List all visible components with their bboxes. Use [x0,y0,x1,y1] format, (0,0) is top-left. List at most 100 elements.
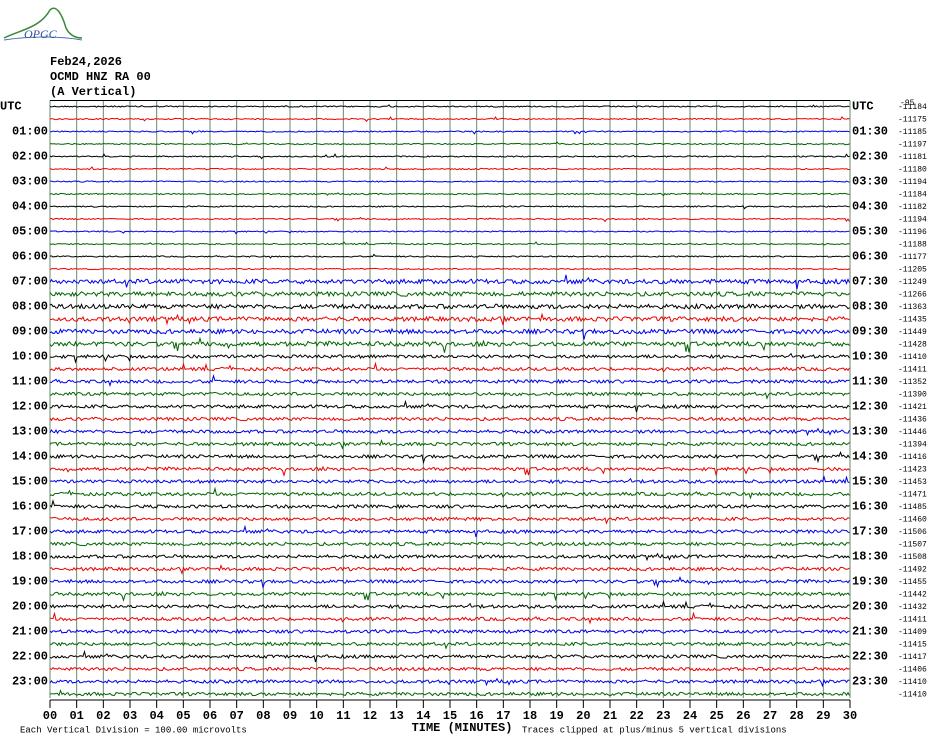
offset-label: -11410 [898,691,927,700]
trace [49,141,850,146]
offset-label: -11436 [898,416,927,425]
offset-label: -11432 [898,603,927,612]
date: Feb24,2026 [50,55,122,69]
x-tick-label: 05 [176,709,190,723]
right-time-label: 19:30 [852,575,888,589]
offset-label: -11197 [898,141,927,150]
right-time-label: 12:30 [852,400,888,414]
trace [49,391,850,400]
trace [49,541,850,547]
offset-label: -11180 [898,166,927,175]
trace [49,564,850,575]
right-time-label: 14:30 [852,450,888,464]
trace [49,302,850,310]
trace [50,104,850,109]
left-time-label: 22:00 [12,650,48,664]
left-time-label: 15:00 [12,475,48,489]
trace [49,590,850,602]
right-time-label: 03:30 [852,175,888,189]
offset-label: -11507 [898,541,927,550]
offset-label: -11184 [898,191,927,200]
left-time-label: 23:00 [12,675,48,689]
offset-label: -11435 [898,316,927,325]
x-tick-label: 27 [763,709,777,723]
trace [49,253,850,259]
trace [49,439,850,450]
right-time-label: 07:30 [852,275,888,289]
trace [49,153,850,160]
x-tick-label: 22 [629,709,643,723]
right-time-label: 21:30 [852,625,888,639]
x-tick-label: 15 [443,709,457,723]
offset-label: -11410 [898,353,927,362]
left-time-label: 13:00 [12,425,48,439]
right-time-label: 16:30 [852,500,888,514]
trace [49,628,850,635]
offset-label: -11423 [898,466,927,475]
right-time-label: 04:30 [852,200,888,214]
trace [49,274,850,290]
trace [49,677,850,688]
x-tick-label: 17 [496,709,510,723]
left-time-label: 07:00 [12,275,48,289]
trace [49,336,850,353]
right-time-label: 18:30 [852,550,888,564]
trace [49,205,850,210]
trace [50,312,850,326]
offset-label: -11205 [898,266,927,275]
x-tick-label: 11 [336,709,350,723]
right-time-label: 17:30 [852,525,888,539]
trace [49,399,850,413]
clip-note: Traces clipped at plus/minus 5 vertical … [522,725,787,735]
trace [49,327,850,340]
left-time-label: 14:00 [12,450,48,464]
component: (A Vertical) [50,85,136,99]
right-time-label: UTC [852,100,874,114]
x-tick-label: 24 [683,709,697,723]
trace [49,373,850,388]
left-time-label: UTC [0,100,22,114]
left-time-label: 05:00 [12,225,48,239]
x-tick-label: 08 [256,709,270,723]
trace [49,498,850,510]
left-time-label: 06:00 [12,250,48,264]
x-tick-label: 10 [309,709,323,723]
x-tick-label: 12 [363,709,377,723]
x-tick-label: 13 [389,709,403,723]
trace [49,416,850,422]
trace [49,552,850,562]
trace [49,116,850,123]
right-time-label: 22:30 [852,650,888,664]
trace [49,600,850,610]
trace [50,180,850,183]
left-time-label: 17:00 [12,525,48,539]
offset-label: -11352 [898,378,927,387]
offset-label: -11506 [898,528,927,537]
offset-label: -11177 [898,253,927,262]
left-time-label: 01:00 [12,125,48,139]
offset-label: -11184 [898,103,927,112]
left-time-label: 08:00 [12,300,48,314]
offset-label: -11175 [898,116,927,125]
right-time-label: 23:30 [852,675,888,689]
left-time-label: 20:00 [12,600,48,614]
offset-label: -11266 [898,291,927,300]
x-tick-label: 09 [283,709,297,723]
axis-title: TIME (MINUTES) [412,721,513,735]
offset-label: -11453 [898,478,927,487]
offset-label: -11508 [898,553,927,562]
offset-label: -11185 [898,128,927,137]
scale-note: Each Vertical Division = 100.00 microvol… [20,725,247,735]
offset-label: -11188 [898,241,927,250]
trace [49,465,850,477]
x-tick-label: 02 [96,709,110,723]
right-time-label: 13:30 [852,425,888,439]
offset-label: -11460 [898,516,927,525]
logo-text: OPGC [24,27,58,41]
left-time-label: 04:00 [12,200,48,214]
offset-label: -11416 [898,453,927,462]
trace [49,216,850,223]
x-tick-label: 07 [229,709,243,723]
offset-label: -11406 [898,666,927,675]
